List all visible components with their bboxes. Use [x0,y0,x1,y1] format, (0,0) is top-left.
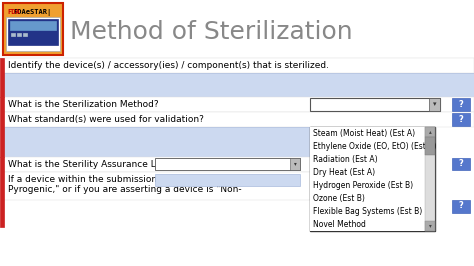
Text: Steam (Moist Heat) (Est A): Steam (Moist Heat) (Est A) [313,129,415,138]
Text: Ozone (Est B): Ozone (Est B) [313,194,365,203]
Text: ?: ? [459,202,464,210]
Bar [310,192,425,205]
Bar [4,127,310,157]
Bar [425,127,435,231]
Text: FDA: FDA [8,9,20,15]
Bar [6,17,60,51]
Bar [4,172,310,200]
Bar [4,58,474,73]
Text: Radiation (Est A): Radiation (Est A) [313,155,378,164]
Bar [310,98,440,111]
Bar [4,112,474,127]
Bar [0,157,4,227]
Bar [23,33,27,36]
Text: ▴: ▴ [428,130,431,135]
Bar [4,97,474,112]
Text: Hydrogen Peroxide (Est B): Hydrogen Peroxide (Est B) [313,181,413,190]
Bar [310,153,425,166]
Bar [310,140,425,153]
Text: ▾: ▾ [433,102,436,107]
Bar [0,58,4,97]
Text: Dry Heat (Est A): Dry Heat (Est A) [313,168,375,177]
Bar [310,205,425,218]
Text: ?: ? [459,100,464,109]
Bar [8,19,58,45]
Text: What standard(s) were used for validation?: What standard(s) were used for validatio… [8,115,204,124]
Bar [310,218,425,231]
Text: ▾: ▾ [293,161,296,167]
Text: ▾: ▾ [428,223,431,228]
Text: What is the Sterilization Method?: What is the Sterilization Method? [8,100,159,109]
Bar [4,157,310,172]
Text: ?: ? [459,160,464,168]
Text: What is the Sterility Assurance Level (SAL)?: What is the Sterility Assurance Level (S… [8,160,207,169]
Text: If a device within the submission should be "Non-: If a device within the submission should… [8,174,233,184]
Bar [310,179,425,192]
Bar [452,98,470,111]
Bar [425,127,435,137]
Bar [425,221,435,231]
Bar [452,200,470,213]
Bar [290,158,300,170]
Bar [310,127,435,231]
Bar [11,33,15,36]
Bar [4,73,474,97]
Bar [429,98,440,111]
Text: Identify the device(s) / accessory(ies) / component(s) that is sterilized.: Identify the device(s) / accessory(ies) … [8,61,329,70]
Text: ?: ? [459,115,464,124]
Bar [155,158,300,170]
Bar [425,137,435,155]
Bar [0,97,4,157]
Text: Ethylene Oxide (EO, EtO) (Est A): Ethylene Oxide (EO, EtO) (Est A) [313,142,437,151]
Bar [10,21,56,30]
Bar [452,158,470,170]
Bar [3,3,63,55]
Text: Novel Method: Novel Method [313,220,366,229]
Bar [310,166,425,179]
Text: Flexible Bag Systems (Est B): Flexible Bag Systems (Est B) [313,207,422,216]
Bar [310,127,425,140]
Bar [17,33,21,36]
Text: Pyrogenic," or if you are asserting a device is "Non-: Pyrogenic," or if you are asserting a de… [8,185,242,194]
Bar [155,174,300,186]
Text: Method of Sterilization: Method of Sterilization [70,20,353,44]
Text: FDAeSTAR|: FDAeSTAR| [14,9,52,15]
Bar [452,113,470,126]
